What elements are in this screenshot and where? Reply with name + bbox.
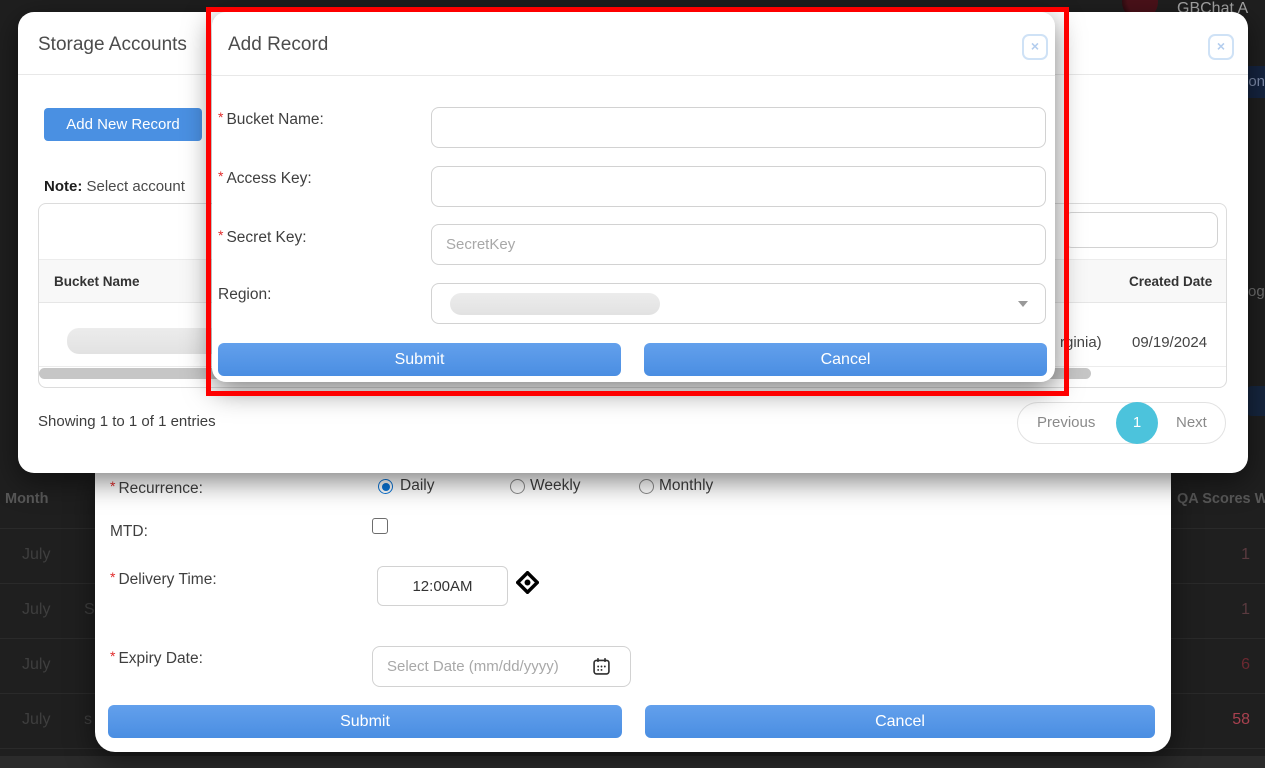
background-button-fragment-bottom xyxy=(1246,386,1265,416)
add-record-modal-title: Add Record xyxy=(228,34,329,55)
created-date-cell: 09/19/2024 xyxy=(1132,334,1208,351)
required-marker: * xyxy=(218,227,224,243)
access-key-label: * Access Key: xyxy=(218,168,312,187)
pagination-page-1-button[interactable]: 1 xyxy=(1116,402,1158,444)
region-cell-fragment: rginia) xyxy=(1060,334,1102,351)
schedule-submit-button[interactable]: Submit xyxy=(108,705,622,738)
region-label: Region: xyxy=(218,286,272,303)
radio-monthly[interactable] xyxy=(639,479,654,494)
bg-row-value: 58 xyxy=(1232,711,1250,728)
storage-modal-close-icon[interactable]: × xyxy=(1208,34,1234,60)
expiry-date-label: * Expiry Date: xyxy=(110,648,203,667)
add-record-cancel-button[interactable]: Cancel xyxy=(644,343,1047,376)
recurrence-label: * Recurrence: xyxy=(110,478,203,497)
bg-row-fragment: s xyxy=(84,711,92,728)
crosshair-icon[interactable] xyxy=(515,570,540,595)
schedule-cancel-button[interactable]: Cancel xyxy=(645,705,1155,738)
bg-row-value: 6 xyxy=(1241,656,1250,673)
bg-row-month: July xyxy=(22,656,51,673)
mtd-checkbox[interactable] xyxy=(372,518,388,534)
schedule-form-modal: * Recurrence: Daily Weekly Monthly MTD: *… xyxy=(95,473,1171,752)
note-label: Note: xyxy=(44,178,83,195)
bg-row-month: July xyxy=(22,601,51,618)
bg-row-fragment: S xyxy=(84,601,95,618)
secret-key-input[interactable] xyxy=(431,224,1046,265)
delivery-time-input[interactable] xyxy=(377,566,508,606)
chevron-down-icon xyxy=(1018,301,1028,307)
bg-table-qa-header: QA Scores W xyxy=(1177,491,1265,507)
bucket-name-label: * Bucket Name: xyxy=(218,109,324,128)
pagination: Previous 1 Next xyxy=(1017,402,1226,444)
bg-footer-strip xyxy=(0,756,1265,768)
required-marker: * xyxy=(110,648,116,664)
radio-weekly[interactable] xyxy=(510,479,525,494)
bucket-name-input[interactable] xyxy=(431,107,1046,148)
bg-row-value: 1 xyxy=(1241,601,1250,618)
expiry-date-input[interactable] xyxy=(372,646,631,687)
calendar-icon[interactable] xyxy=(592,657,611,676)
created-date-column-header[interactable]: Created Date xyxy=(1129,274,1213,289)
pagination-next-button[interactable]: Next xyxy=(1176,414,1207,431)
bg-table-month-header: Month xyxy=(5,491,49,507)
radio-daily-label[interactable]: Daily xyxy=(400,477,435,494)
redacted-region-value xyxy=(450,293,660,315)
required-marker: * xyxy=(218,168,224,184)
radio-weekly-label[interactable]: Weekly xyxy=(530,477,581,494)
mtd-label: MTD: xyxy=(110,523,148,540)
storage-modal-title: Storage Accounts xyxy=(38,34,187,55)
required-marker: * xyxy=(110,478,116,494)
region-select[interactable] xyxy=(431,283,1046,324)
delivery-time-label: * Delivery Time: xyxy=(110,569,217,588)
add-record-modal: Add Record × * Bucket Name: * Access Key: … xyxy=(212,12,1055,382)
secret-key-label: * Secret Key: xyxy=(218,227,307,246)
bg-row-month: July xyxy=(22,711,51,728)
radio-daily[interactable] xyxy=(378,479,393,494)
bucket-name-column-header[interactable]: Bucket Name xyxy=(54,274,140,289)
note-text: Note: Select account xyxy=(44,178,185,195)
bg-row-month: July xyxy=(22,546,51,563)
add-record-submit-button[interactable]: Submit xyxy=(218,343,621,376)
showing-entries-text: Showing 1 to 1 of 1 entries xyxy=(38,413,216,430)
add-new-record-button[interactable]: Add New Record xyxy=(44,108,202,141)
required-marker: * xyxy=(110,569,116,585)
bg-row-value: 1 xyxy=(1241,546,1250,563)
add-record-close-icon[interactable]: × xyxy=(1022,34,1048,60)
access-key-input[interactable] xyxy=(431,166,1046,207)
header-divider xyxy=(212,75,1055,76)
required-marker: * xyxy=(218,109,224,125)
pagination-previous-button[interactable]: Previous xyxy=(1037,414,1096,431)
radio-monthly-label[interactable]: Monthly xyxy=(659,477,714,494)
background-text-fragment: og xyxy=(1248,283,1265,300)
table-search-input[interactable] xyxy=(1064,212,1218,248)
